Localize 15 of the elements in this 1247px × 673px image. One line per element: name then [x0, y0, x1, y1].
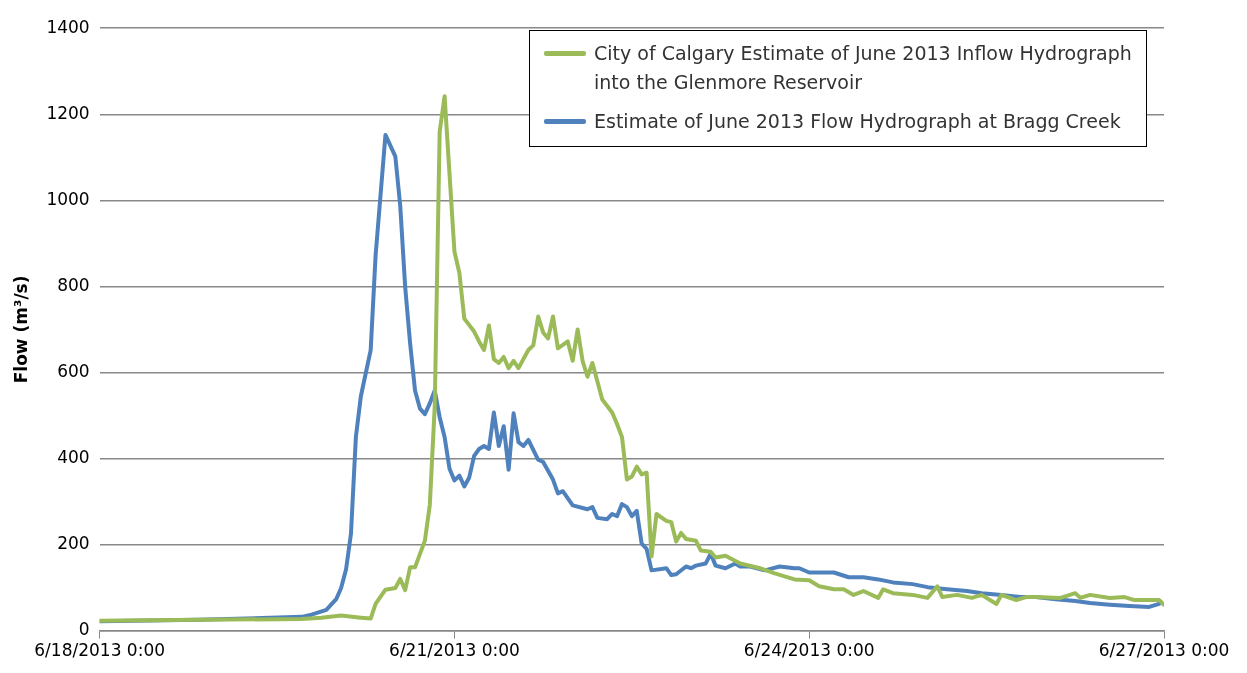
legend-label: City of Calgary Estimate of June 2013 Inflow Hydrograph into the Glenmore Reservoir — [594, 41, 1133, 95]
x-tick-label: 6/18/2013 0:00 — [34, 640, 166, 661]
y-tick-label: 600 — [57, 360, 90, 381]
legend-label: Estimate of June 2013 Flow Hydrograph at Bragg Creek — [594, 109, 1121, 134]
y-tick-label: 1000 — [46, 188, 90, 209]
x-tick-label: 6/27/2013 0:00 — [1098, 640, 1230, 661]
x-tick-label: 6/21/2013 0:00 — [389, 640, 520, 661]
y-axis-title: Flow (m³/s) — [10, 275, 31, 384]
x-tick-label: 6/24/2013 0:00 — [743, 640, 875, 661]
y-tick-label: 800 — [57, 274, 90, 295]
y-tick-label: 1200 — [46, 102, 90, 123]
y-tick-label: 400 — [57, 446, 90, 467]
y-tick-label: 1400 — [46, 16, 90, 37]
y-tick-label: 0 — [78, 619, 90, 640]
y-tick-label: 200 — [57, 532, 90, 553]
